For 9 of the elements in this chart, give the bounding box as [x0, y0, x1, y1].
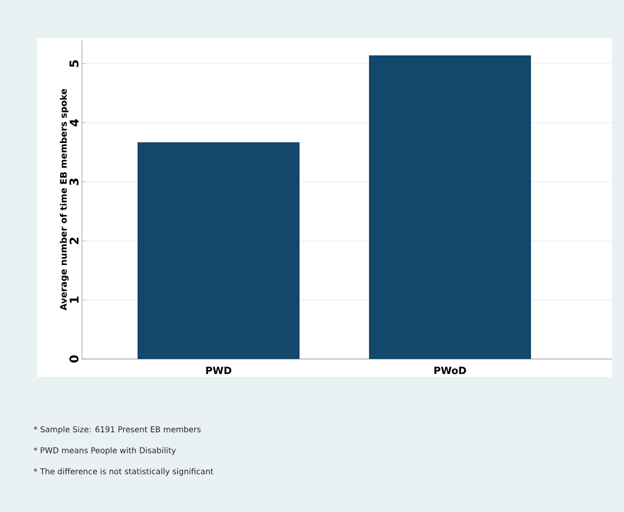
y-tick-label: 2 — [70, 238, 78, 244]
y-tick-label: 4 — [70, 119, 78, 126]
y-tick-label: 3 — [69, 178, 78, 186]
y-tick-label: 1 — [70, 296, 78, 303]
x-tick-label: PWoD — [434, 366, 466, 374]
y-tick-label: 0 — [69, 355, 78, 363]
y-axis-title: Average number of time EB members spoke — [60, 89, 69, 310]
x-tick-label: PWD — [206, 366, 232, 374]
y-tick-label: 5 — [70, 60, 78, 67]
